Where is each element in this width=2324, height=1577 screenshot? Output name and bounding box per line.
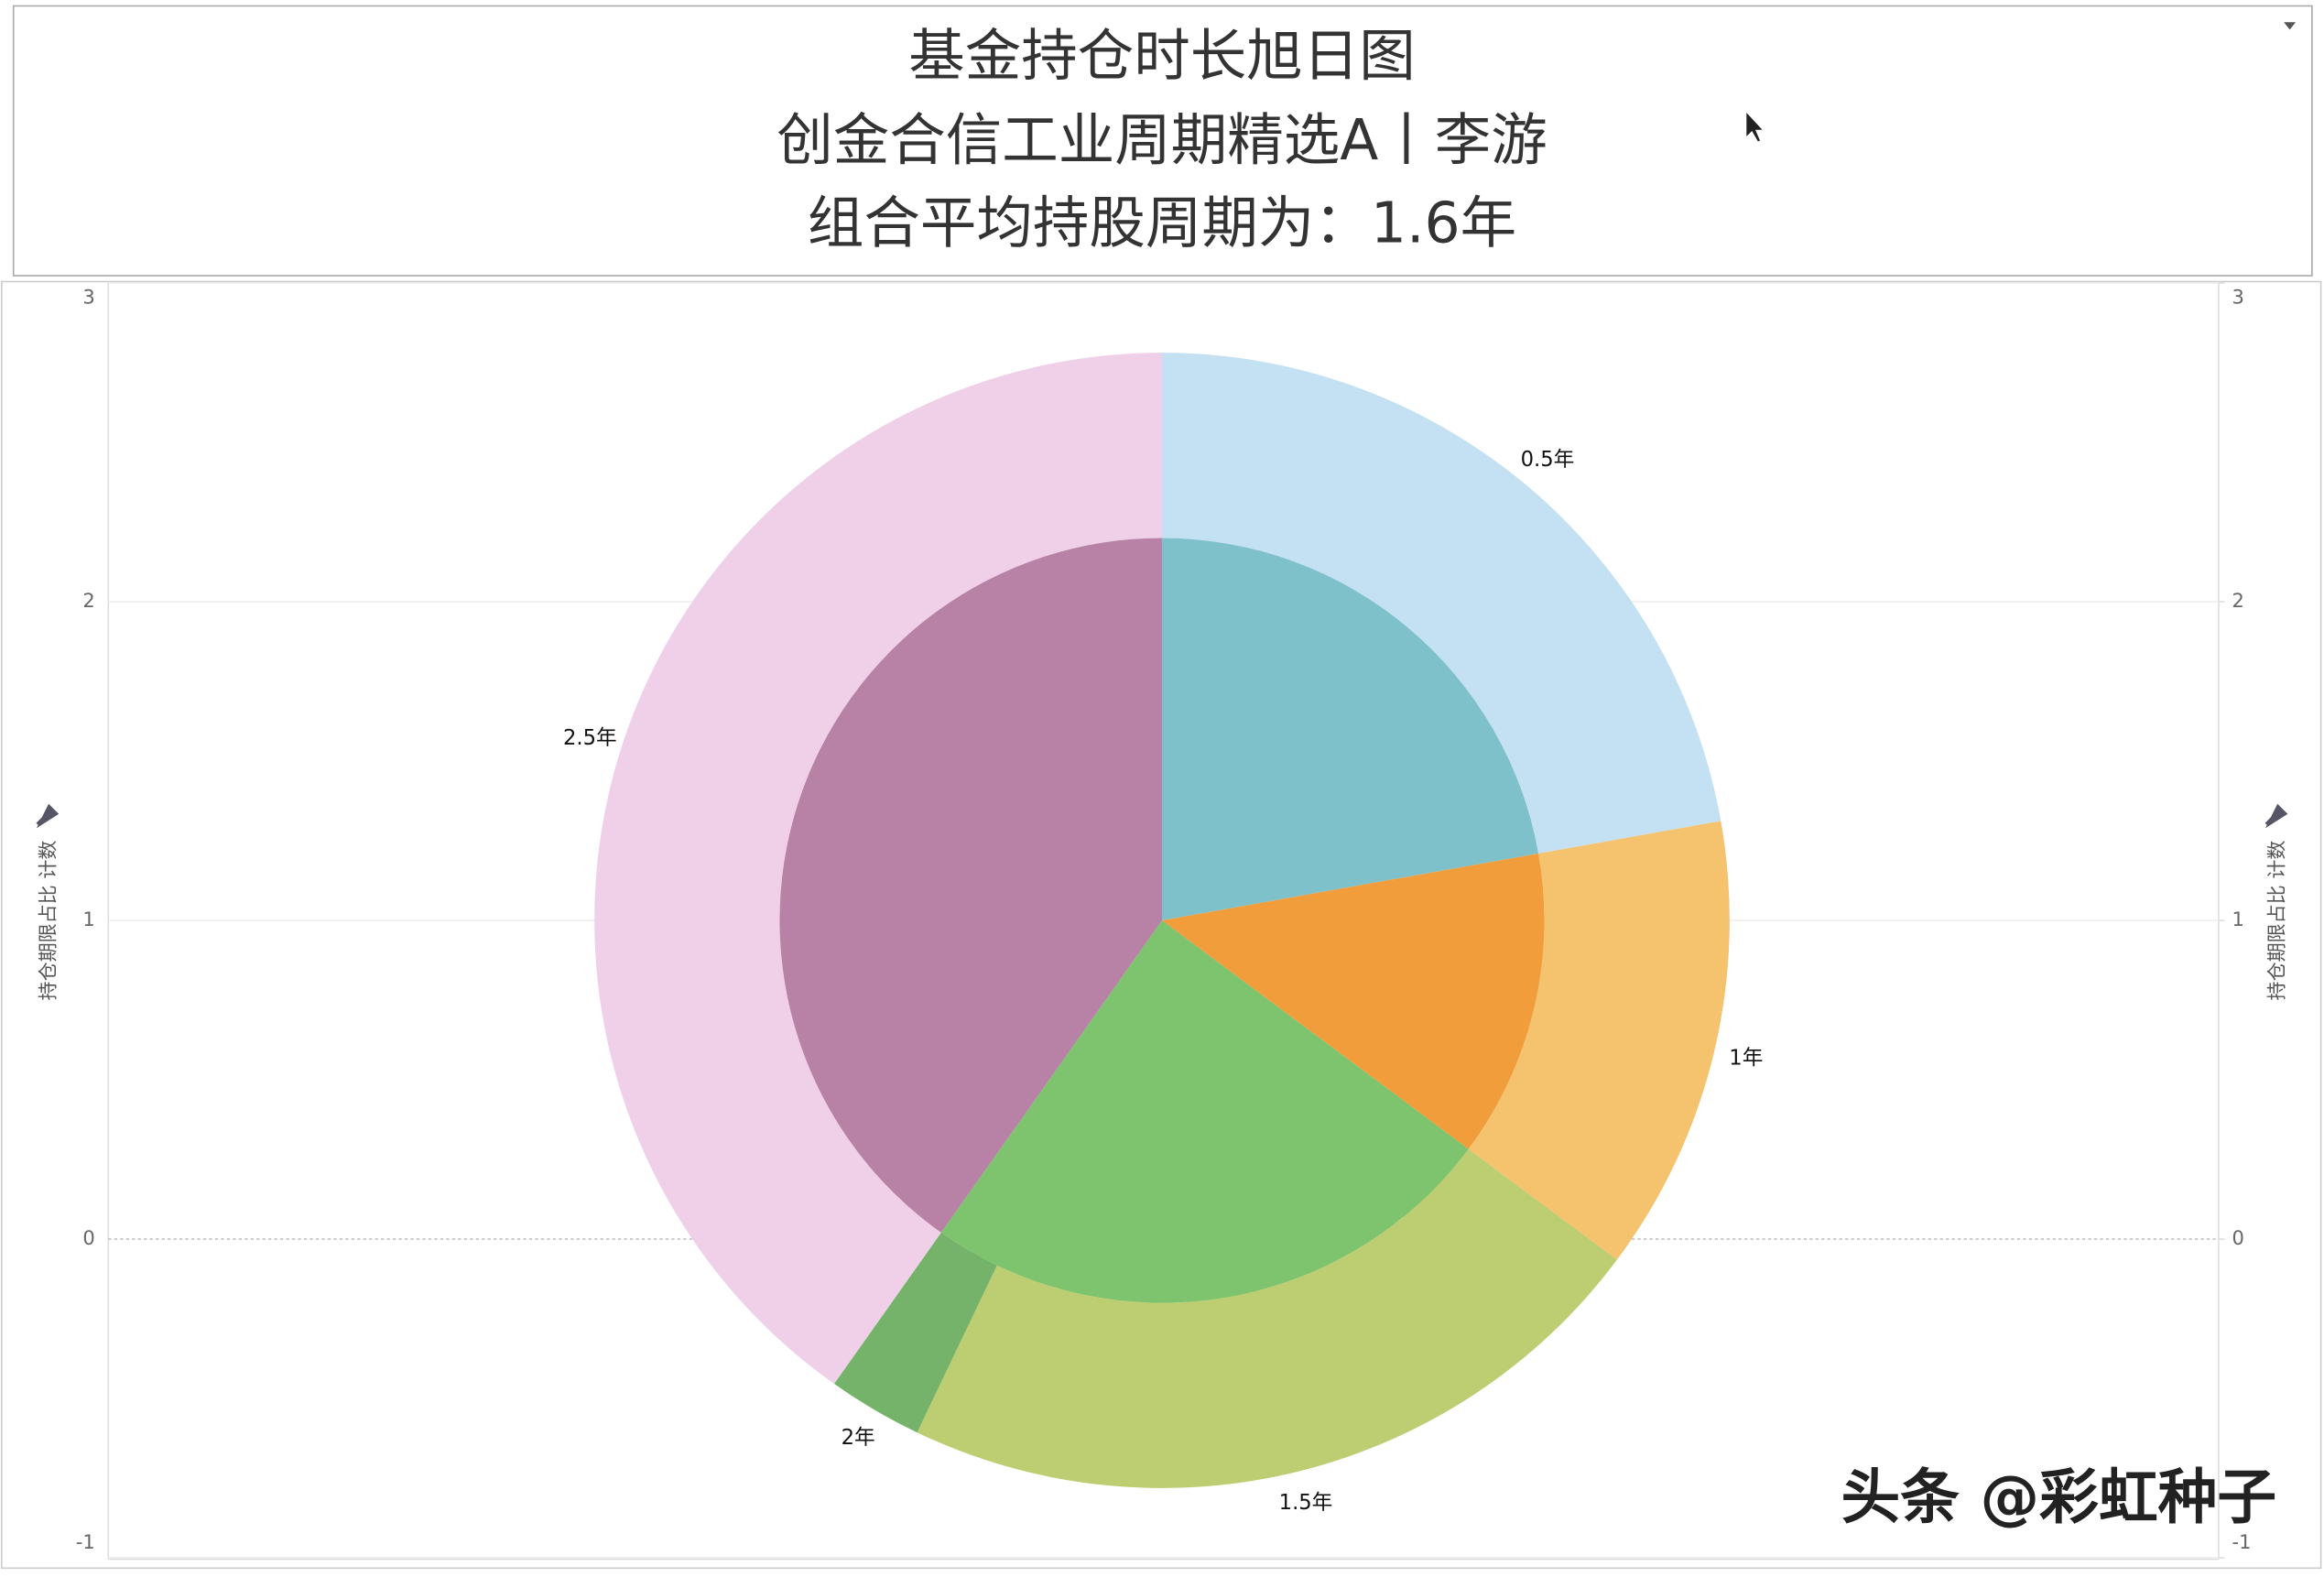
y2-tick-label: -1 bbox=[2232, 1530, 2252, 1553]
inner-wedge bbox=[1162, 538, 1539, 921]
y2-axis-title: 持仓期限占比 计数 bbox=[2265, 841, 2288, 1001]
chart-subtitle: 创金合信工业周期精选A丨李游 bbox=[776, 107, 1548, 173]
pin-icon[interactable] bbox=[36, 803, 60, 829]
y-tick-label: 3 bbox=[82, 285, 94, 308]
y-tick-label: 2 bbox=[82, 589, 94, 612]
pin-icon[interactable] bbox=[2264, 803, 2288, 829]
outer-wedge bbox=[1162, 353, 1721, 854]
slice-label: 0.5年 bbox=[1521, 448, 1575, 472]
slice-label: 2.5年 bbox=[563, 726, 617, 750]
inner-wedge bbox=[779, 538, 1162, 1233]
y2-tick-label: 0 bbox=[2232, 1226, 2244, 1249]
inner-wedge bbox=[940, 920, 1469, 1303]
y2-tick-label: 3 bbox=[2232, 285, 2244, 308]
slice-label: 1年 bbox=[1729, 1047, 1763, 1071]
chart-frame bbox=[0, 280, 2322, 1570]
title-box bbox=[12, 5, 2313, 277]
chart-subtitle: 组合平均持股周期为：1.6年 bbox=[808, 190, 1516, 256]
outer-wedge bbox=[917, 1148, 1617, 1488]
outer-wedge bbox=[594, 353, 1162, 1385]
y-tick-label: 0 bbox=[82, 1226, 94, 1249]
dropdown-icon[interactable] bbox=[2284, 22, 2297, 30]
slice-label: 2年 bbox=[842, 1426, 875, 1450]
outer-wedge bbox=[833, 1232, 997, 1433]
y-axis-title: 持仓期限占比 计数 bbox=[37, 841, 60, 1001]
cursor bbox=[1745, 109, 1765, 144]
y2-tick-label: 2 bbox=[2232, 589, 2244, 612]
slice-label: 1.5年 bbox=[1279, 1491, 1333, 1515]
y2-tick-label: 1 bbox=[2232, 908, 2244, 930]
watermark: 头条 @彩虹种子 bbox=[1841, 1463, 2276, 1532]
outer-wedge bbox=[1468, 821, 1730, 1260]
sunburst bbox=[594, 353, 1730, 1488]
inner-wedge bbox=[1162, 853, 1545, 1149]
y-tick-label: 1 bbox=[82, 908, 94, 930]
y-tick-label: -1 bbox=[76, 1530, 95, 1553]
chart-title: 基金持仓时长旭日图 bbox=[908, 23, 1416, 89]
